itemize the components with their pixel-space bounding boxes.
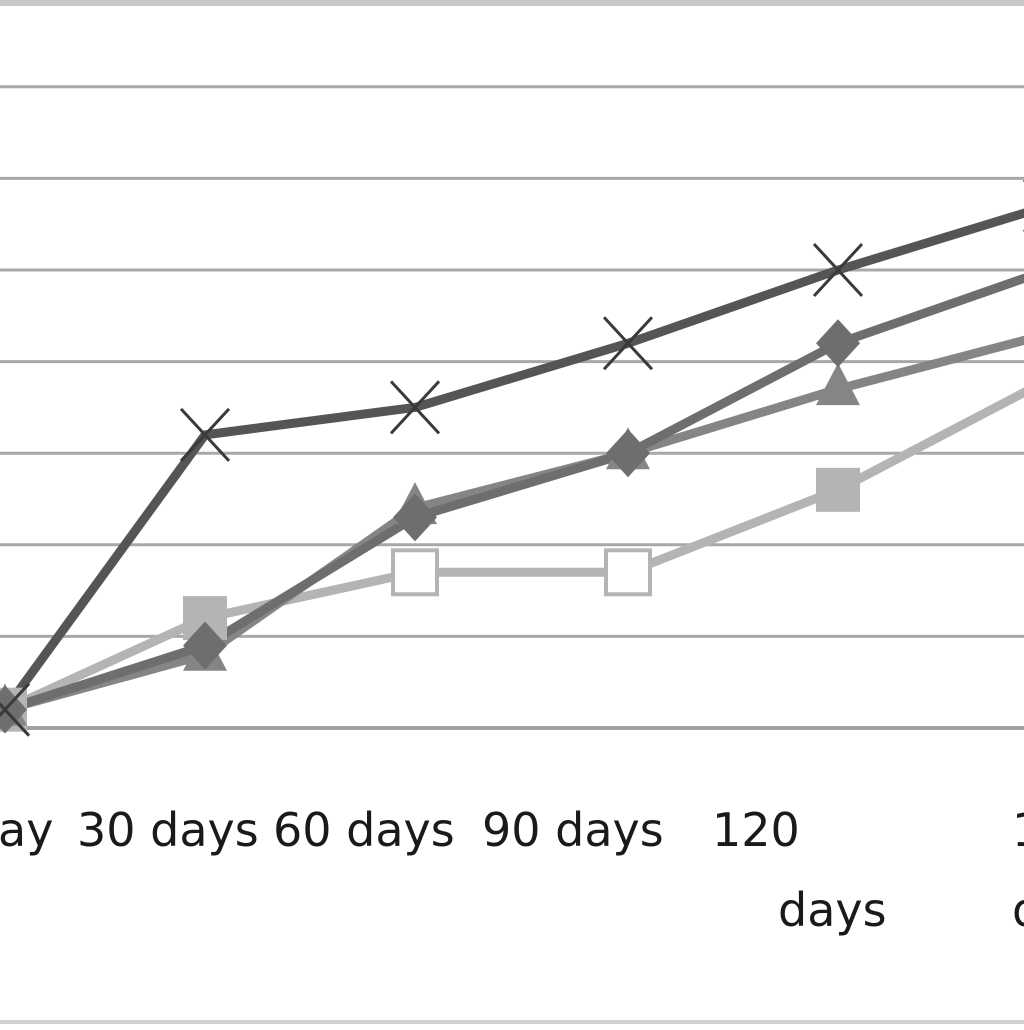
point-s3-3 bbox=[604, 548, 652, 597]
x-tick-label-5-0: 1 bbox=[1012, 803, 1024, 857]
series-lines bbox=[0, 208, 1024, 715]
point-s0-2 bbox=[389, 380, 441, 435]
point-s0-0 bbox=[0, 682, 31, 737]
x-tick-label-0-0: ay bbox=[0, 803, 53, 857]
series-line-2 bbox=[0, 335, 1024, 715]
point-s3-2 bbox=[391, 548, 439, 597]
point-s1-1 bbox=[183, 621, 227, 670]
x-axis-tick-labels: ay 30 days 60 days 90 days 120 days 1 d bbox=[0, 803, 1024, 937]
x-tick-label-4-0: 120 bbox=[712, 803, 800, 857]
point-s1-0 bbox=[0, 685, 27, 734]
line-chart: ay 30 days 60 days 90 days 120 days 1 d bbox=[0, 85, 1024, 937]
series-line-3 bbox=[0, 387, 1024, 715]
x-tick-label-1-0: 30 days bbox=[77, 803, 259, 857]
series-line-0 bbox=[0, 208, 1024, 715]
x-tick-label-5-1: d bbox=[1012, 883, 1024, 937]
point-s2-4 bbox=[816, 363, 860, 406]
x-tick-label-3-0: 90 days bbox=[482, 803, 664, 857]
point-s1-2 bbox=[393, 493, 437, 542]
x-tick-label-2-0: 60 days bbox=[273, 803, 455, 857]
gridlines bbox=[0, 85, 1024, 730]
series-markers bbox=[0, 179, 1024, 737]
point-s0-3 bbox=[602, 316, 654, 371]
point-s0-4 bbox=[812, 242, 864, 298]
point-s3-4 bbox=[816, 467, 860, 512]
x-tick-label-4-1: days bbox=[778, 883, 887, 937]
series-line-1 bbox=[0, 273, 1024, 715]
point-s1-4 bbox=[816, 319, 860, 368]
point-s0-1 bbox=[179, 407, 231, 462]
point-s1-3 bbox=[606, 429, 650, 478]
